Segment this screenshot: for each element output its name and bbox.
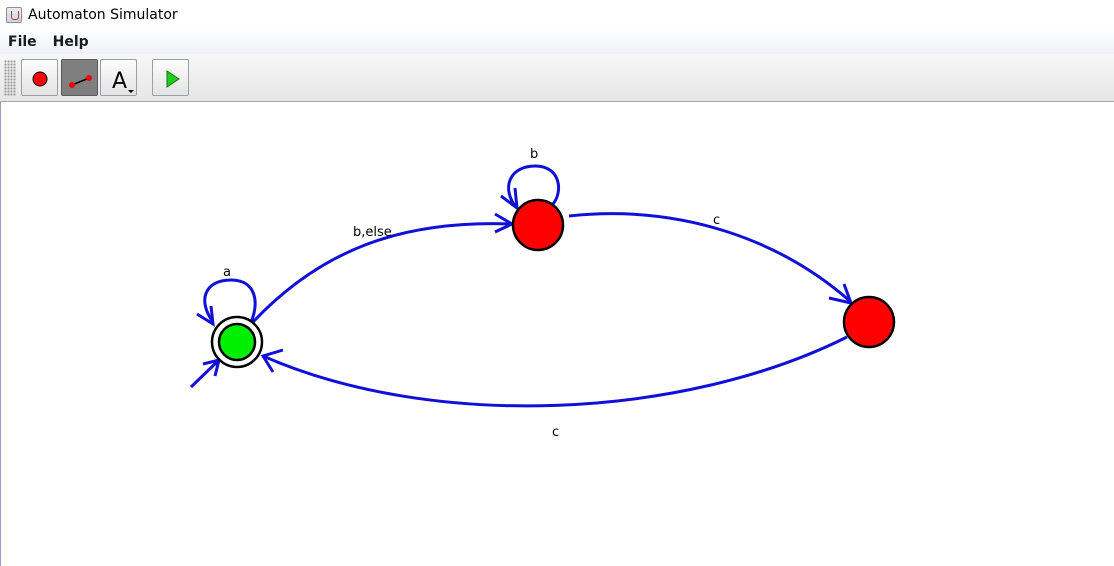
text-tool-button[interactable]: A bbox=[100, 59, 137, 96]
automaton-canvas[interactable]: a b,else b c c bbox=[0, 102, 1114, 566]
state-s0-initial-accepting[interactable] bbox=[210, 315, 264, 369]
label-s1-s2: c bbox=[713, 213, 720, 228]
arrowhead-s0-s0 bbox=[196, 305, 215, 327]
title-bar: Automaton Simulator bbox=[0, 0, 1114, 29]
state-s2[interactable] bbox=[842, 295, 896, 349]
text-A-dropdown-icon: A bbox=[112, 69, 134, 94]
transition-s0-s1[interactable] bbox=[251, 222, 512, 324]
menu-help[interactable]: Help bbox=[52, 33, 89, 50]
toolbar: A bbox=[0, 54, 1114, 102]
add-transition-button[interactable] bbox=[61, 59, 98, 96]
play-triangle-icon bbox=[166, 70, 180, 88]
transition-s1-s1[interactable] bbox=[507, 164, 561, 207]
transition-s2-s0[interactable] bbox=[262, 335, 848, 408]
label-s1-s1: b bbox=[530, 147, 538, 162]
window-title: Automaton Simulator bbox=[28, 6, 178, 23]
arrowhead-s1-s1 bbox=[500, 187, 519, 212]
svg-text:A: A bbox=[112, 69, 127, 94]
transition-labels: a b,else b c c bbox=[223, 147, 720, 440]
transition-s1-s2[interactable] bbox=[568, 212, 852, 304]
label-s2-s0: c bbox=[552, 425, 559, 440]
automaton-diagram: a b,else b c c bbox=[189, 147, 896, 440]
transition-line-icon bbox=[69, 75, 92, 88]
menu-file[interactable]: File bbox=[8, 33, 37, 50]
states-layer bbox=[210, 198, 896, 369]
arrowhead-s2-s0 bbox=[260, 348, 284, 373]
red-circle-icon bbox=[32, 71, 48, 87]
menu-bar: File Help bbox=[0, 29, 1114, 54]
run-simulation-button[interactable] bbox=[152, 59, 189, 96]
initial-state-arrow bbox=[189, 358, 221, 389]
state-s1[interactable] bbox=[511, 198, 565, 252]
add-state-button[interactable] bbox=[21, 59, 58, 96]
transition-s0-s0[interactable] bbox=[203, 278, 257, 323]
label-s0-s1: b,else bbox=[353, 225, 392, 240]
transitions-layer bbox=[189, 164, 854, 408]
java-cup-icon bbox=[6, 6, 22, 23]
toolbar-grip-handle[interactable] bbox=[4, 60, 16, 96]
label-s0-s0: a bbox=[223, 265, 231, 280]
